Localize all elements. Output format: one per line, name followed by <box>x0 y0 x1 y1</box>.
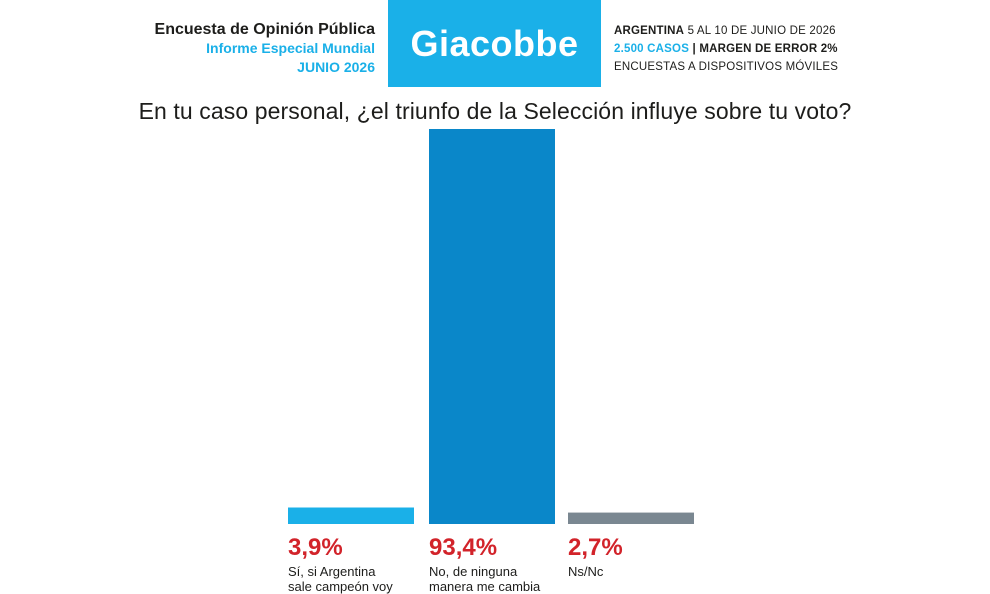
value-label-2: 93,4% <box>429 534 498 561</box>
error-margin: MARGEN DE ERROR 2% <box>699 43 838 55</box>
category-label-1: Sí, si Argentina sale campeón voy <box>288 564 393 594</box>
method-line: ENCUESTAS A DISPOSITIVOS MÓVILES <box>614 61 839 73</box>
value-label-1: 3,9% <box>288 534 343 561</box>
survey-header-left: Encuesta de Opinión Pública Informe Espe… <box>0 20 375 77</box>
report-subtitle: Informe Especial Mundial <box>206 40 375 56</box>
fieldwork-line: ARGENTINA 5 AL 10 DE JUNIO DE 2026 <box>614 22 838 40</box>
brand-name: Giacobbe <box>410 22 579 64</box>
survey-header-right: ARGENTINA 5 AL 10 DE JUNIO DE 2026 2.500… <box>614 22 838 76</box>
bar-3 <box>568 512 694 524</box>
value-label-3: 2,7% <box>568 534 623 561</box>
brand-logo: Giacobbe <box>388 0 601 87</box>
sample-line: 2.500 CASOS | MARGEN DE ERROR 2% <box>614 40 838 58</box>
chart-title: En tu caso personal, ¿el triunfo de la S… <box>138 98 852 124</box>
category-label-3: Ns/Nc <box>568 564 604 579</box>
bar-1 <box>288 507 414 524</box>
sample-size: 2.500 CASOS <box>614 43 690 55</box>
fieldwork-dates: 5 AL 10 DE JUNIO DE 2026 <box>687 25 836 37</box>
country-label: ARGENTINA <box>614 25 685 37</box>
separator: | <box>692 43 696 55</box>
survey-title: Encuesta de Opinión Pública <box>154 21 375 38</box>
category-label-2: No, de ninguna manera me cambia <box>429 564 541 594</box>
report-date: JUNIO 2026 <box>297 59 375 75</box>
bar-2 <box>429 129 555 524</box>
